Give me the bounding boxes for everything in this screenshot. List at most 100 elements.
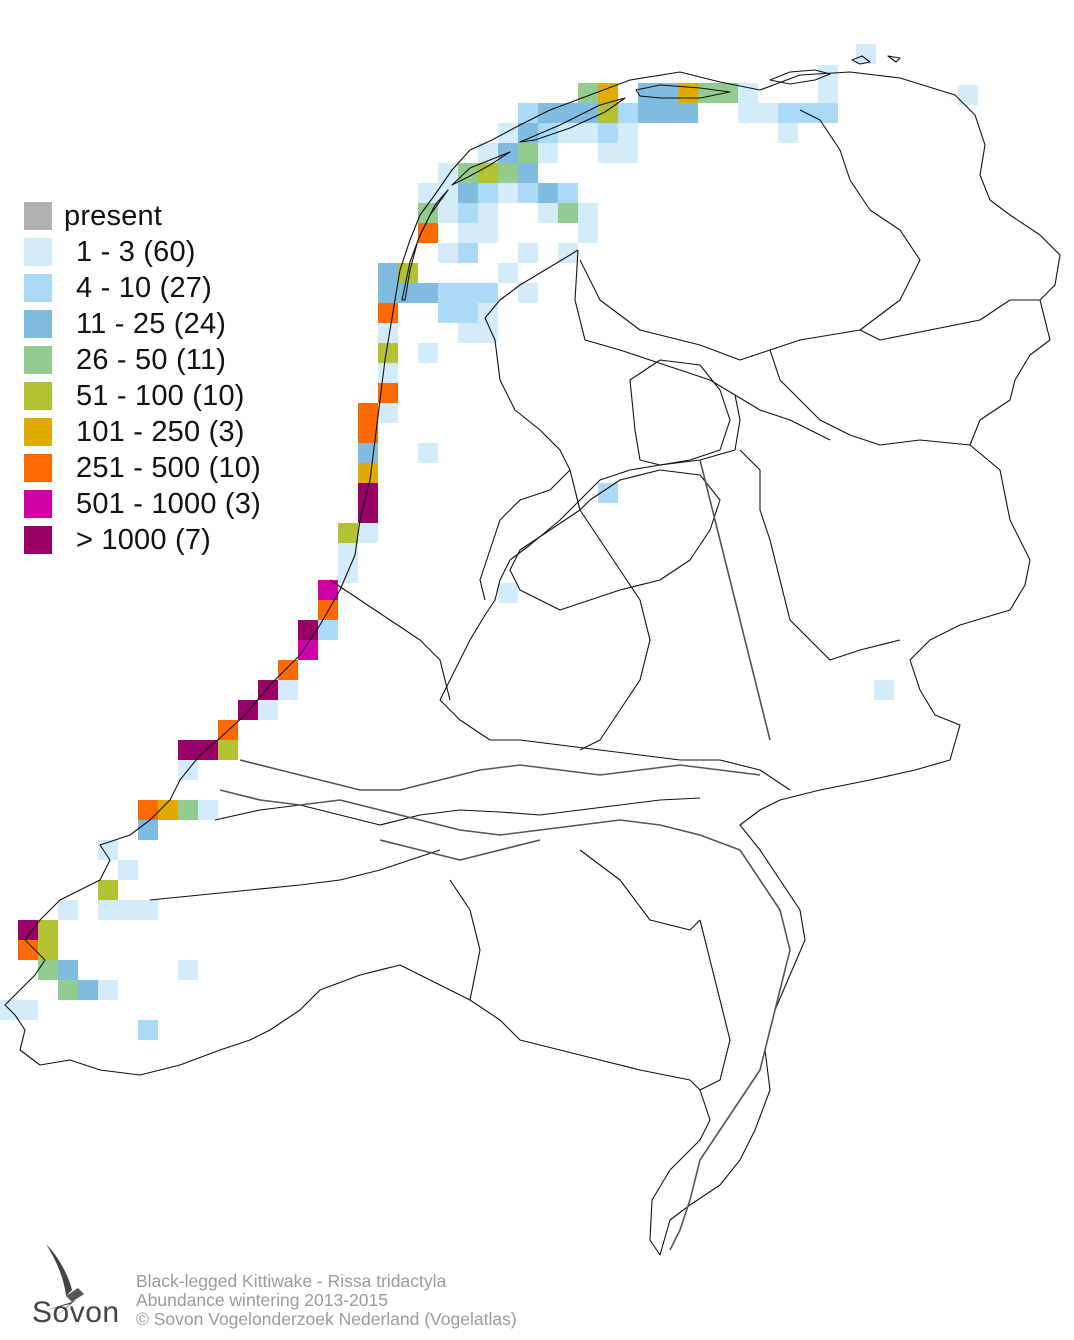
abundance-cell [478, 203, 498, 223]
abundance-cell [758, 103, 778, 123]
abundance-cell [518, 103, 538, 123]
legend-swatch [24, 238, 52, 266]
copyright: © Sovon Vogelonderzoek Nederland (Vogela… [136, 1309, 517, 1329]
province-border [569, 469, 651, 751]
abundance-cell [518, 143, 538, 163]
abundance-cell [178, 740, 198, 760]
abundance-cell [38, 960, 58, 980]
abundance-cell [58, 980, 78, 1000]
abundance-cell [458, 163, 478, 183]
abundance-cell [598, 83, 618, 103]
abundance-cell [278, 660, 298, 680]
abundance-cell [498, 583, 518, 603]
abundance-cell [378, 343, 398, 363]
legend-item: 26 - 50 (11) [24, 342, 261, 378]
abundance-cell [598, 103, 618, 123]
island-vlieland [451, 151, 511, 186]
abundance-cell [438, 243, 458, 263]
abundance-cell [198, 740, 218, 760]
legend-label: 4 - 10 (27) [76, 271, 212, 304]
abundance-cell [598, 483, 618, 503]
swallow-wing [46, 1244, 72, 1296]
legend-item: 501 - 1000 (3) [24, 486, 261, 522]
rivers [219, 459, 791, 1251]
abundance-cell [318, 620, 338, 640]
legend-label: > 1000 (7) [76, 523, 212, 556]
abundance-cell [458, 243, 478, 263]
abundance-cell [158, 800, 178, 820]
legend-label: 251 - 500 (10) [76, 451, 261, 484]
abundance-cell [378, 263, 398, 283]
legend-swatch [24, 310, 52, 338]
abundance-cell [738, 83, 758, 103]
abundance-cell [138, 800, 158, 820]
legend-swatch [24, 382, 52, 410]
abundance-cell [298, 620, 318, 640]
abundance-cell [378, 323, 398, 343]
legend-label: 11 - 25 (24) [76, 307, 227, 340]
abundance-cell [778, 103, 798, 123]
abundance-cell [138, 900, 158, 920]
abundance-cell [874, 680, 894, 700]
province-border [449, 879, 481, 1001]
abundance-cell [98, 980, 118, 1000]
river [699, 459, 771, 741]
legend-swatch [24, 274, 52, 302]
abundance-cell [198, 800, 218, 820]
legend-swatch [24, 490, 52, 518]
abundance-cell [538, 203, 558, 223]
abundance-cell [478, 183, 498, 203]
abundance-cell [558, 123, 578, 143]
abundance-cell [698, 83, 718, 103]
abundance-cell [18, 1000, 38, 1020]
abundance-cell [818, 103, 838, 123]
swallow-body [66, 1288, 84, 1302]
legend-item: 251 - 500 (10) [24, 450, 261, 486]
abundance-cell [218, 740, 238, 760]
abundance-cell [378, 283, 398, 303]
abundance-cell [458, 323, 478, 343]
abundance-cell [378, 363, 398, 383]
island-rottum [851, 55, 901, 65]
abundance-cell [38, 940, 58, 960]
map-credits: Black-legged Kittiwake - Rissa tridactyl… [136, 1272, 517, 1329]
abundance-cell [178, 960, 198, 980]
abundance-cell [418, 283, 438, 303]
legend-swatch [24, 526, 52, 554]
abundance-cell [518, 123, 538, 143]
province-border [579, 849, 701, 931]
abundance-cell [958, 85, 978, 105]
flevoland-outline [509, 469, 721, 611]
river [669, 849, 791, 1251]
abundance-cell [438, 283, 458, 303]
abundance-cell [118, 900, 138, 920]
abundance-cell [638, 103, 658, 123]
legend-item: 1 - 3 (60) [24, 234, 261, 270]
abundance-cell [458, 283, 478, 303]
abundance-cell [358, 403, 378, 423]
abundance-cell [458, 183, 478, 203]
legend-item: > 1000 (7) [24, 522, 261, 558]
province-border [579, 109, 921, 361]
abundance-cell [518, 163, 538, 183]
abundance-cell [478, 143, 498, 163]
ijsselmeer-shore [439, 249, 741, 701]
abundance-cell [178, 800, 198, 820]
abundance-cell [618, 103, 638, 123]
abundance-cell [538, 143, 558, 163]
abundance-cell [478, 283, 498, 303]
abundance-cell [498, 183, 518, 203]
legend-item: 11 - 25 (24) [24, 306, 261, 342]
island-ameland [635, 84, 731, 99]
abundance-cell [358, 423, 378, 443]
province-border [699, 919, 731, 1091]
abundance-cell [458, 303, 478, 323]
abundance-cell [418, 183, 438, 203]
abundance-cell [18, 940, 38, 960]
abundance-cell [358, 523, 378, 543]
abundance-cell [678, 103, 698, 123]
abundance-cell [438, 303, 458, 323]
noordholland-shore [479, 317, 571, 601]
legend-swatch [24, 202, 52, 230]
legend-label: 1 - 3 (60) [76, 235, 196, 268]
